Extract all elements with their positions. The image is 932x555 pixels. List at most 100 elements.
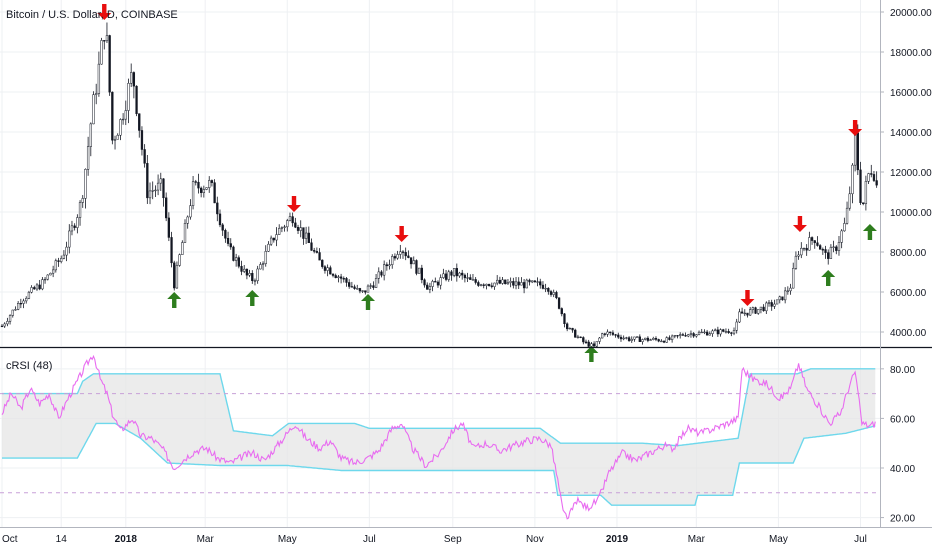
candle-body: [461, 272, 464, 276]
candle-body: [867, 173, 870, 182]
candle-body: [132, 72, 136, 87]
candle-body: [100, 40, 103, 65]
candle-body: [738, 311, 741, 323]
time-tick-label-6: Sep: [444, 534, 462, 545]
band-upper-line: [2, 368, 876, 447]
candle-body: [670, 335, 674, 340]
candle-body: [315, 251, 319, 253]
time-axis[interactable]: Oct 14 2018 Mar May Jul Sep Nov 2019 Mar May Jul: [2, 534, 867, 545]
symbol-title[interactable]: Bitcoin / U.S. Dollar, D, COINBASE: [6, 9, 178, 21]
candle-body: [439, 277, 442, 286]
candle-body: [574, 329, 577, 338]
candle-body: [299, 227, 302, 231]
price-axis[interactable]: 4000.00 6000.00 8000.00 10000.00 12000.00 140…: [880, 8, 932, 339]
candle-body: [43, 278, 47, 281]
band-fill: [2, 368, 876, 506]
candle-body: [493, 282, 496, 287]
candle-body: [68, 230, 71, 248]
candle-body: [641, 339, 644, 342]
candle-body: [862, 202, 865, 205]
candle-body: [684, 335, 687, 337]
price-tick-label-4: 12000.00: [890, 168, 932, 179]
crsi-series-line: [1, 354, 876, 520]
candle-body: [11, 309, 14, 316]
candle-body: [393, 256, 397, 259]
candle-body: [415, 260, 418, 274]
candle-body: [603, 333, 606, 335]
candle-body: [649, 339, 652, 341]
candle-body: [138, 113, 141, 131]
candle-body: [374, 278, 378, 288]
candle-body: [135, 85, 138, 114]
candle-body: [477, 282, 480, 286]
candle-body: [853, 132, 857, 166]
candle-body: [111, 91, 114, 141]
candle-body: [189, 205, 192, 218]
candle-body: [116, 134, 119, 140]
candle-body: [364, 290, 367, 293]
candle-body: [269, 237, 273, 245]
candle-body: [498, 279, 502, 284]
candle-body: [749, 309, 752, 316]
candle-body: [49, 272, 52, 276]
candle-body: [724, 331, 728, 333]
candle-body: [490, 285, 493, 287]
candle-body: [350, 286, 354, 288]
candle-body: [143, 149, 146, 164]
candle-body: [512, 281, 515, 286]
candle-body: [872, 174, 876, 181]
candle-body: [557, 297, 561, 309]
crsi-tick-label-2: 40.00: [890, 464, 915, 475]
candle-body: [358, 288, 362, 292]
candle-body: [506, 282, 510, 285]
candle-body: [622, 337, 625, 340]
candle-body: [703, 331, 706, 334]
signal-arrows: [97, 4, 877, 362]
candle-body: [660, 340, 663, 343]
candle-body: [121, 118, 125, 121]
candle-body: [582, 337, 585, 343]
crsi-level-lines: [0, 393, 880, 494]
candle-body: [539, 281, 542, 286]
candle-body: [837, 242, 841, 251]
candle-body: [789, 287, 792, 292]
crsi-tick-label-3: 20.00: [890, 514, 915, 525]
candle-body: [466, 277, 469, 279]
candle-body: [711, 330, 714, 334]
candle-body: [864, 181, 868, 205]
candle-body: [194, 181, 197, 183]
indicator-title[interactable]: cRSI (48): [6, 360, 53, 372]
time-tick-label-9: Mar: [688, 534, 706, 545]
candle-body: [479, 284, 483, 286]
candle-body: [482, 284, 485, 286]
price-candles: [0, 22, 878, 350]
candle-body: [178, 254, 181, 266]
candle-body: [267, 243, 270, 252]
candle-body: [210, 180, 214, 183]
candle-body: [345, 278, 348, 283]
candle-body: [754, 307, 757, 314]
candle-body: [552, 292, 555, 295]
candle-body: [313, 250, 316, 252]
candle-body: [805, 247, 808, 251]
crsi-axis[interactable]: 80.00 60.00 40.00 20.00: [880, 365, 915, 525]
time-tick-label-4: May: [278, 534, 297, 545]
candle-body: [436, 281, 440, 286]
candle-body: [568, 327, 572, 330]
candle-body: [587, 341, 590, 347]
candle-body: [426, 284, 429, 290]
candle-body: [740, 311, 744, 314]
sell-arrow-icon-5: [394, 226, 409, 242]
candle-body: [162, 178, 165, 199]
candle-body: [25, 298, 28, 302]
candle-body: [353, 286, 356, 289]
candle-body: [870, 173, 873, 175]
candle-body: [627, 337, 631, 341]
candle-body: [458, 272, 461, 277]
candle-body: [16, 303, 20, 310]
candle-body: [151, 190, 154, 192]
buy-arrow-icon-1: [167, 292, 182, 308]
candle-body: [463, 274, 467, 279]
